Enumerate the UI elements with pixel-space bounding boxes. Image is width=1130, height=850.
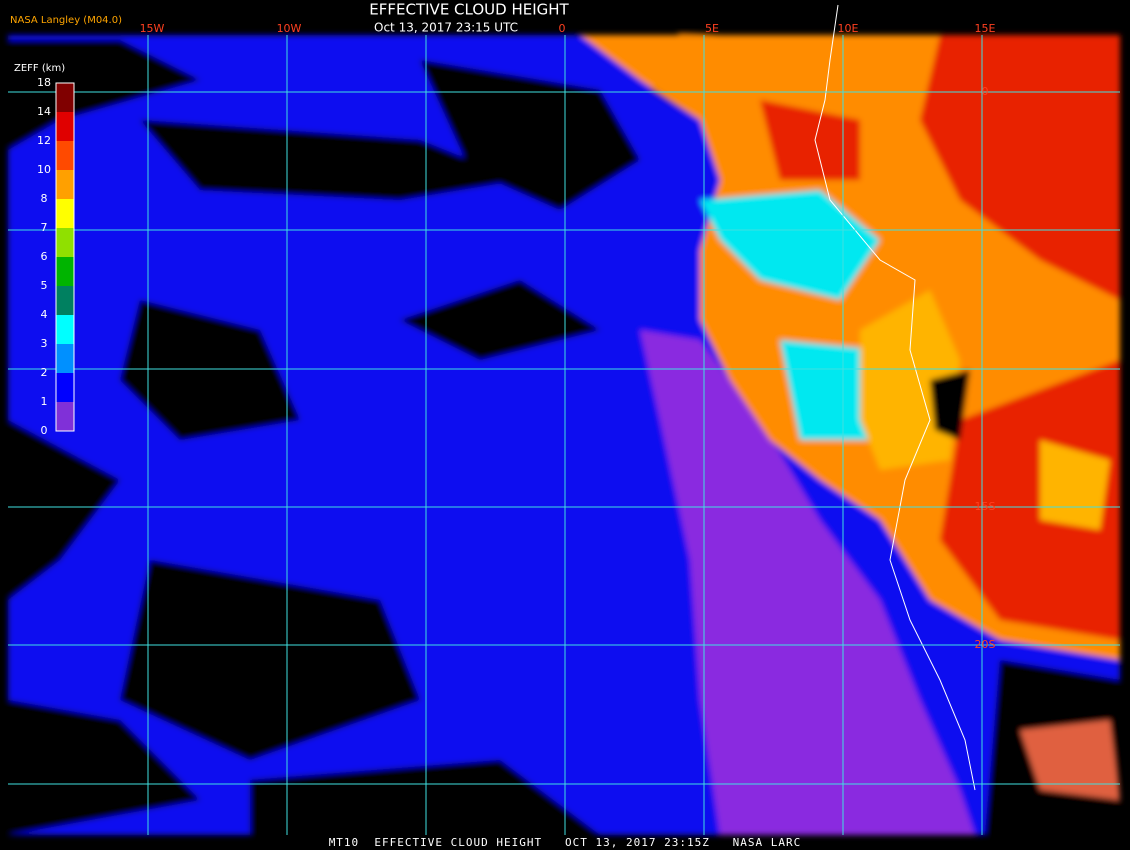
colorbar-swatch: [56, 199, 74, 228]
colorbar-swatch: [56, 402, 74, 431]
longitude-label: 5E: [705, 22, 719, 35]
footer: MT10 EFFECTIVE CLOUD HEIGHT OCT 13, 2017…: [329, 836, 802, 849]
very-low-cloud: [640, 330, 975, 835]
colorbar-label: 0: [41, 424, 48, 437]
coastline: [814, 4, 976, 791]
imagery: [8, 30, 1120, 835]
title: EFFECTIVE CLOUD HEIGHT: [369, 1, 569, 19]
longitude-label: 15E: [975, 22, 996, 35]
colorbar-label: 3: [41, 337, 48, 350]
longitude-label: 15W: [140, 22, 165, 35]
colorbar-frame: [55, 82, 75, 432]
clear-sky: [8, 30, 760, 835]
colorbar-label: 8: [41, 192, 48, 205]
colorbar-swatch: [56, 257, 74, 286]
colorbar-swatch: [56, 373, 74, 402]
colorbar-label: 6: [41, 250, 48, 263]
colorbar-swatch: [56, 228, 74, 257]
colorbar-swatch: [56, 315, 74, 344]
cloud-top: [860, 290, 1110, 530]
latitude-label: 20S: [975, 638, 996, 651]
colorbar-swatch: [56, 112, 74, 141]
cloud-patch: [1020, 720, 1120, 800]
longitude-label: 10W: [277, 22, 302, 35]
credit: NASA Langley (M04.0): [10, 15, 122, 26]
colorbar-label: 7: [41, 221, 48, 234]
longitude-label: 10E: [838, 22, 859, 35]
colorbar-label: 10: [37, 163, 51, 176]
colorbar-swatch: [56, 170, 74, 199]
colorbar-swatch: [56, 286, 74, 315]
colorbar-label: 2: [41, 366, 48, 379]
graticule: [8, 35, 1120, 835]
colorbar-label: 14: [37, 105, 51, 118]
datetime: Oct 13, 2017 23:15 UTC: [374, 21, 518, 35]
colorbar-label: 18: [37, 76, 51, 89]
colorbar-swatch: [56, 344, 74, 373]
colorbar-label: 12: [37, 134, 51, 147]
clear-sky: [930, 370, 1120, 835]
very-high-cloud: [760, 35, 1120, 640]
latitude-label: 15S: [975, 500, 996, 513]
longitude-label: 0: [559, 22, 566, 35]
colorbar-label: 1: [41, 395, 48, 408]
colorbar-label: 4: [41, 308, 48, 321]
colorbar-label: 5: [41, 279, 48, 292]
colorbar-swatch: [56, 141, 74, 170]
colorbar-title: ZEFF (km): [14, 63, 65, 74]
latitude-label: 0: [982, 85, 989, 98]
colorbar-swatch: [56, 83, 74, 112]
mid-cloud: [700, 190, 880, 440]
